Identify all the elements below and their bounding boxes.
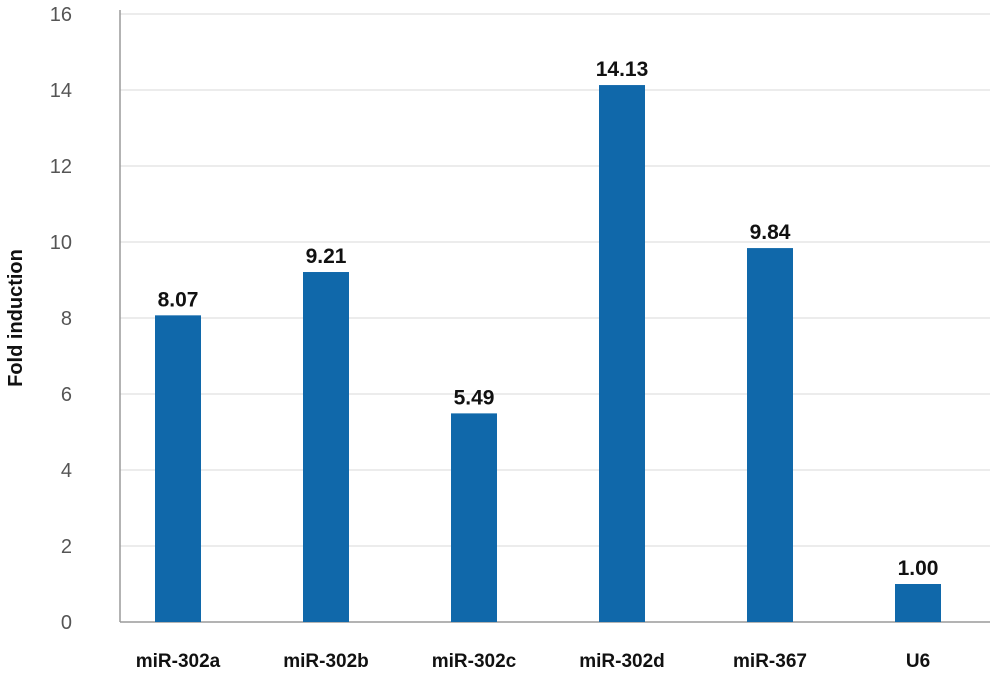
bar-value-label: 1.00 <box>898 557 939 580</box>
value-labels: 8.07 9.21 5.49 14.13 9.84 1.00 <box>158 58 939 580</box>
bar <box>599 85 645 622</box>
bar-value-label: 9.84 <box>750 221 791 244</box>
bar-value-label: 9.21 <box>306 245 347 268</box>
x-category-label: miR-367 <box>733 651 807 672</box>
x-category-label: miR-302d <box>579 651 665 672</box>
bar <box>747 248 793 622</box>
y-axis-ticks: 0 2 4 6 8 10 12 14 16 <box>50 4 72 634</box>
y-tick-label: 8 <box>61 308 72 330</box>
y-tick-label: 4 <box>61 460 72 482</box>
y-tick-label: 10 <box>50 232 72 254</box>
x-category-label: miR-302b <box>283 651 369 672</box>
y-tick-label: 12 <box>50 156 72 178</box>
y-tick-label: 6 <box>61 384 72 406</box>
bar <box>895 584 941 622</box>
bar <box>155 315 201 622</box>
gridlines <box>120 13 990 547</box>
x-category-label: miR-302a <box>136 651 221 672</box>
bars <box>155 85 941 622</box>
x-category-label: U6 <box>906 651 930 672</box>
y-axis-title: Fold induction <box>5 249 27 387</box>
bar <box>303 272 349 622</box>
bar-value-label: 14.13 <box>596 58 649 81</box>
category-labels: miR-302a miR-302b miR-302c miR-302d miR-367 U… <box>136 651 930 672</box>
bar-value-label: 8.07 <box>158 288 199 311</box>
bar <box>451 413 497 622</box>
y-tick-label: 2 <box>61 536 72 558</box>
y-tick-label: 16 <box>50 4 72 26</box>
y-tick-label: 0 <box>61 612 72 634</box>
x-category-label: miR-302c <box>432 651 517 672</box>
bar-value-label: 5.49 <box>454 386 495 409</box>
y-tick-label: 14 <box>50 80 72 102</box>
